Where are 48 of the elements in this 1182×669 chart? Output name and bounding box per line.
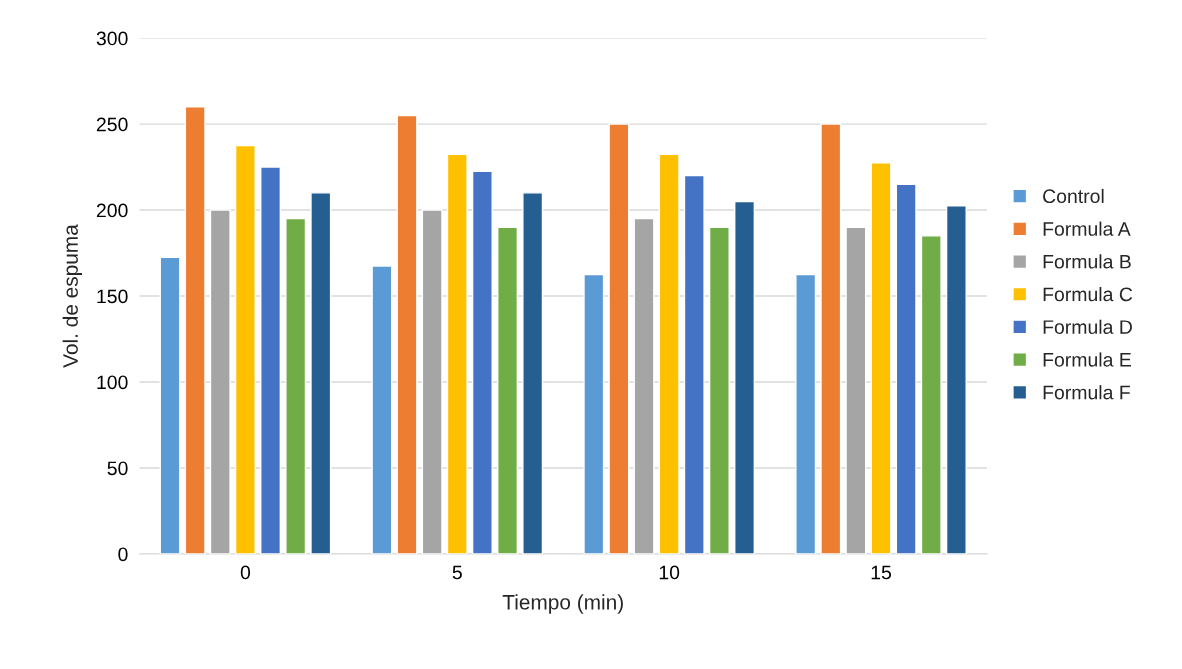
bar xyxy=(583,273,605,554)
y-tick-label: 50 xyxy=(107,461,128,476)
bar xyxy=(708,226,730,554)
y-tick-label: 250 xyxy=(96,117,128,132)
y-tick-label: 100 xyxy=(97,375,128,390)
y-tick-label: 300 xyxy=(96,31,128,46)
bar xyxy=(371,265,393,554)
bar xyxy=(895,183,917,554)
x-tick-label: 10 xyxy=(659,565,680,580)
bar xyxy=(471,170,493,554)
legend-label: Formula F xyxy=(1043,385,1130,400)
bar xyxy=(795,273,817,554)
bar xyxy=(396,114,418,554)
legend-label: Control xyxy=(1043,188,1104,204)
x-tick-label: 0 xyxy=(240,565,251,580)
bar xyxy=(209,209,231,554)
y-tick-label: 150 xyxy=(97,289,128,304)
bar xyxy=(608,123,630,554)
bar xyxy=(845,226,867,554)
bar xyxy=(920,235,942,554)
bar xyxy=(633,217,655,554)
bar xyxy=(945,205,967,554)
bar xyxy=(820,123,842,554)
legend-label: Formula D xyxy=(1043,319,1132,334)
bar xyxy=(658,153,680,554)
y-axis-title: Vol. de espuma xyxy=(62,224,83,368)
bar xyxy=(285,217,307,554)
bar xyxy=(234,144,256,554)
bar xyxy=(522,192,544,554)
legend-label: Formula A xyxy=(1043,221,1131,236)
x-tick-label: 5 xyxy=(452,565,462,580)
legend-label: Formula C xyxy=(1043,286,1133,302)
x-tick-label: 15 xyxy=(871,565,892,580)
bar xyxy=(497,226,519,554)
y-tick-label: 200 xyxy=(96,203,128,218)
bar xyxy=(734,200,756,554)
bar xyxy=(310,192,332,554)
legend-label: Formula E xyxy=(1043,352,1131,367)
legend-label: Formula B xyxy=(1043,254,1131,269)
bar xyxy=(159,256,181,554)
bar xyxy=(184,106,206,554)
bar xyxy=(446,153,468,554)
bar xyxy=(870,162,892,554)
bar xyxy=(421,209,443,554)
x-axis-title: Tiempo (min) xyxy=(502,594,623,614)
bar xyxy=(683,174,705,554)
bar xyxy=(260,166,282,554)
y-tick-label: 0 xyxy=(118,547,128,562)
